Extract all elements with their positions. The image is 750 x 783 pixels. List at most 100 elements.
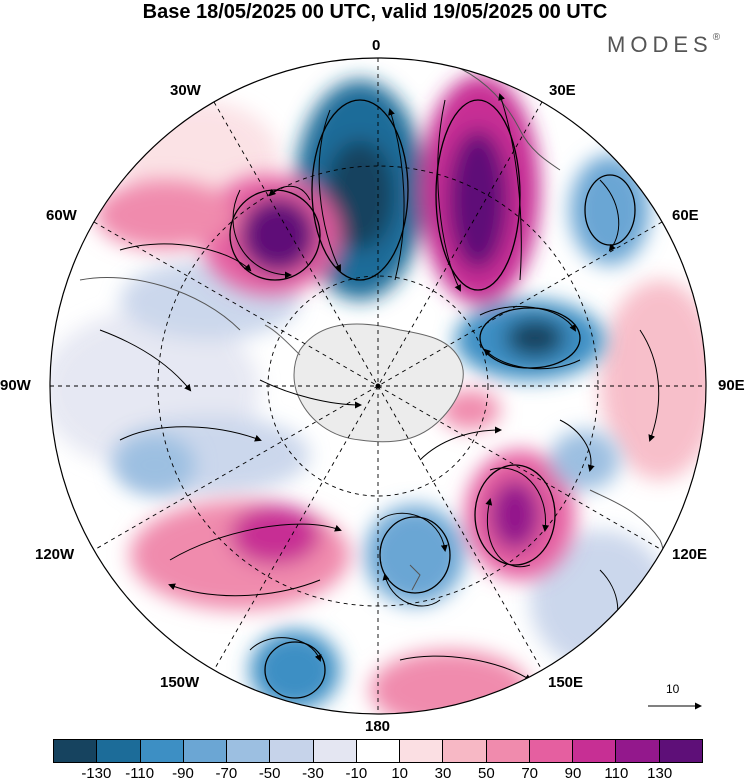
high-40w-core: [240, 197, 316, 273]
streamline: [388, 108, 405, 281]
map-boundary: [49, 57, 707, 715]
low-100w: [115, 435, 195, 495]
low-80e-core: [505, 318, 565, 358]
colorbar-swatch: [486, 740, 530, 762]
antarctic-peninsula: [264, 324, 301, 356]
colorbar-tick-label: 50: [477, 765, 495, 782]
lon-label-60e: 60E: [672, 207, 699, 224]
streamline: [318, 109, 341, 272]
contour-high-110e: [474, 464, 556, 566]
colorbar-swatch: [140, 740, 184, 762]
streamline: [419, 426, 502, 461]
meridian-30e-150w: [213, 101, 543, 671]
reference-vector: 10: [644, 682, 704, 712]
south-pole-marker: [375, 383, 381, 389]
high-30e-core: [448, 130, 508, 270]
streamline: [169, 523, 342, 561]
streamline: [249, 637, 322, 662]
colorbar-tick-label: -50: [258, 765, 281, 782]
streamline: [639, 329, 660, 442]
registered-mark: ®: [712, 32, 721, 43]
contour-low-160w: [264, 641, 326, 699]
colorbar-tick-label: -30: [302, 765, 324, 782]
colorbar-tick-label: 110: [604, 765, 629, 782]
contour-low-170e: [379, 516, 451, 594]
lon-label-180: 180: [365, 718, 391, 735]
contour-high-30e: [435, 99, 521, 291]
colorbar-tick-label: -110: [125, 765, 155, 782]
colorbar-swatch: [54, 740, 98, 762]
brand-logo: MODES®: [607, 32, 720, 58]
colorbar-swatch: [616, 740, 660, 762]
contour-low-0: [311, 99, 409, 281]
chart-title: Base 18/05/2025 00 UTC, valid 19/05/2025…: [142, 1, 608, 23]
colorbar-swatch: [97, 740, 141, 762]
streamline: [399, 655, 532, 682]
new-zealand: [409, 564, 421, 591]
streamline: [259, 379, 362, 409]
colorbar-tick-label: 10: [391, 765, 408, 782]
streamline: [485, 498, 531, 568]
streamline: [599, 179, 620, 252]
low-60e: [570, 155, 650, 265]
colorbar-tick-label: 130: [647, 765, 673, 782]
streamline: [232, 189, 292, 279]
colorbar-tick-label: -130: [81, 765, 112, 782]
lon-label-120e: 120E: [672, 546, 708, 563]
lon-label-30w: 30W: [170, 82, 201, 99]
low-0-core: [325, 140, 395, 250]
reference-vector-label: 10: [666, 682, 680, 696]
lon-label-30e: 30E: [549, 82, 576, 99]
colorbar-swatch: [659, 740, 702, 762]
high-110e-core: [490, 480, 540, 550]
anomaly-weak-positive-east: [600, 280, 706, 480]
polar-map: [49, 57, 707, 715]
colorbar-tick-label: -90: [172, 765, 194, 782]
colorbar-tick-label: -70: [215, 765, 238, 782]
streamline: [168, 579, 321, 597]
streamline: [99, 329, 192, 392]
brand-text: MODES: [607, 32, 713, 57]
lon-label-120w: 120W: [35, 546, 75, 563]
colorbar-tick-label: 70: [521, 765, 538, 782]
high-130w-core: [230, 505, 320, 565]
streamline: [437, 99, 461, 292]
lon-label-60w: 60W: [46, 207, 77, 224]
lon-label-0: 0: [372, 37, 381, 54]
streamline: [498, 93, 522, 281]
lon-label-150e: 150E: [548, 674, 584, 691]
streamline: [119, 243, 252, 272]
meridian-30w-150e: [213, 101, 543, 671]
africa-coast: [439, 59, 561, 171]
colorbar-tick-label: -10: [345, 765, 368, 782]
colorbar-tick-labels: -130 -110 -90 -70 -50 -30 -10 10 30 50 70 90 110 130: [53, 766, 703, 782]
streamline: [119, 426, 262, 442]
streamline: [268, 185, 311, 201]
colorbar-swatch: [443, 740, 487, 762]
colorbar-tick-label: 30: [434, 765, 452, 782]
streamline: [483, 348, 581, 370]
colorbar-swatch: [529, 740, 574, 762]
antarctica-landmass: [293, 323, 464, 443]
low-170e: [365, 505, 465, 605]
colorbar-swatch: [313, 740, 357, 762]
south-america-coast: [79, 277, 241, 331]
meridian-60e-120w: [93, 221, 663, 551]
colorbar-swatch: [183, 740, 228, 762]
colorbar-swatch: [227, 740, 271, 762]
streamline: [479, 306, 577, 332]
streamline: [559, 419, 595, 472]
high-50w-tail: [95, 180, 235, 250]
lon-label-90e: 90E: [718, 377, 745, 394]
lon-label-150w: 150W: [160, 674, 200, 691]
streamline: [382, 573, 441, 607]
streamline: [379, 512, 448, 552]
colorbar: [53, 739, 703, 763]
lon-label-90w: 90W: [0, 377, 31, 394]
colorbar-swatch: [270, 740, 314, 762]
low-160w: [250, 630, 340, 710]
colorbar-tick-label: 90: [564, 765, 582, 782]
streamline: [489, 467, 550, 532]
colorbar-swatch: [400, 740, 444, 762]
high-170e: [370, 650, 530, 714]
